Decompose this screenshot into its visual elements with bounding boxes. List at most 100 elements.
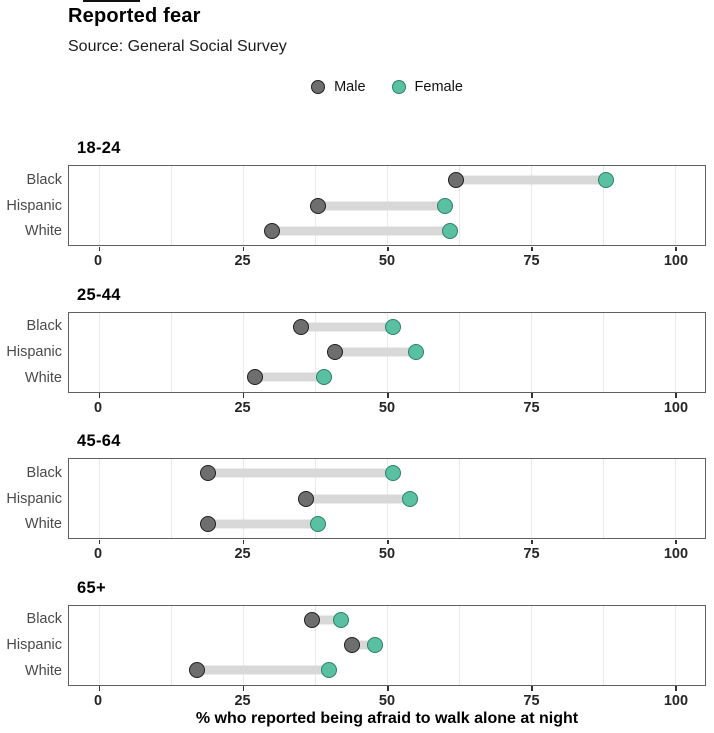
male-dot xyxy=(448,172,465,189)
male-dot xyxy=(246,369,263,386)
gridline xyxy=(675,312,677,392)
gridline xyxy=(459,166,460,245)
x-axis-tick xyxy=(98,246,101,251)
male-dot xyxy=(200,515,217,532)
gridline xyxy=(98,312,100,392)
x-tick-label-100: 100 xyxy=(663,546,689,562)
gridline xyxy=(242,459,244,538)
legend: Male Female xyxy=(68,76,706,98)
x-axis-tick-labels: 0 25 50 75 100 xyxy=(68,400,706,418)
male-dot xyxy=(263,222,280,239)
x-tick-label-50: 50 xyxy=(378,399,396,416)
x-axis-tick xyxy=(242,539,245,544)
facet-65+: 65+ Black Hispanic White 0 25 50 75 100 xyxy=(0,572,714,718)
facet-strip-label: 45-64 xyxy=(77,432,121,450)
x-tick-label-0: 0 xyxy=(94,399,103,416)
facet-strip-label: 65+ xyxy=(77,578,106,597)
dumbbell-connector xyxy=(208,519,318,529)
x-axis-tick xyxy=(242,393,245,398)
gridline xyxy=(459,459,460,538)
y-axis-label-Black: Black xyxy=(26,171,62,188)
y-axis-label-Hispanic: Hispanic xyxy=(6,490,62,507)
x-tick-label-75: 75 xyxy=(523,253,540,269)
gridline xyxy=(170,605,172,685)
gridline xyxy=(675,166,677,245)
y-axis-label-White: White xyxy=(24,516,62,533)
gridline xyxy=(459,312,460,392)
legend-item-female: Female xyxy=(391,79,463,95)
gridline xyxy=(531,459,533,538)
gridline xyxy=(242,605,244,685)
x-axis-tick xyxy=(98,393,101,398)
gridline xyxy=(314,605,316,685)
gridline xyxy=(603,605,605,685)
x-tick-label-25: 25 xyxy=(234,399,251,416)
x-axis-tick xyxy=(675,539,677,544)
gridline xyxy=(242,312,244,392)
x-axis-tick xyxy=(242,246,245,251)
female-dot xyxy=(332,611,349,628)
male-dot xyxy=(327,344,344,360)
y-axis-label-Black: Black xyxy=(26,464,62,481)
female-dot xyxy=(384,318,401,335)
dumbbell-connector xyxy=(300,322,393,332)
female-dot xyxy=(442,222,459,239)
female-dot xyxy=(407,344,424,360)
legend-label-male: Male xyxy=(334,79,366,95)
x-axis-tick xyxy=(98,686,101,691)
x-tick-label-75: 75 xyxy=(523,399,540,416)
male-legend-dot-icon xyxy=(311,80,326,94)
dumbbell-connector xyxy=(254,372,324,382)
dumbbell-connector xyxy=(312,615,341,625)
plot-panel xyxy=(68,458,706,544)
dumbbell-connector xyxy=(306,494,411,503)
x-axis-tick xyxy=(387,539,389,544)
gridline xyxy=(603,312,605,392)
gridline xyxy=(675,605,677,685)
x-axis-tick xyxy=(531,686,533,691)
x-axis-tick xyxy=(98,539,101,544)
male-dot xyxy=(304,611,321,628)
y-axis-label-Black: Black xyxy=(26,611,62,628)
x-tick-label-25: 25 xyxy=(234,253,251,269)
gridline xyxy=(170,312,172,392)
x-axis-tick xyxy=(531,539,533,544)
x-tick-label-0: 0 xyxy=(94,253,103,269)
x-axis-tick xyxy=(675,686,677,691)
gridline xyxy=(531,312,533,392)
gridline xyxy=(603,459,605,538)
y-axis-label-Black: Black xyxy=(26,318,62,335)
x-axis-title: % who reported being afraid to walk alon… xyxy=(195,710,579,727)
x-tick-label-100: 100 xyxy=(663,399,689,416)
dumbbell-connector xyxy=(208,468,393,478)
plot-panel xyxy=(68,604,706,691)
dumbbell-connector xyxy=(352,640,376,650)
x-tick-label-100: 100 xyxy=(663,253,689,269)
female-dot xyxy=(367,637,384,653)
gridline xyxy=(98,166,100,245)
y-axis-label-White: White xyxy=(24,369,62,386)
chart-subtitle: Source: General Social Survey xyxy=(68,38,287,55)
female-dot xyxy=(436,197,453,214)
x-axis-tick xyxy=(675,246,677,251)
female-legend-dot-icon xyxy=(391,80,406,94)
x-axis-tick-labels: 0 25 50 75 100 xyxy=(68,546,706,564)
screenshot-edge-artifact xyxy=(83,0,140,2)
y-axis-label-White: White xyxy=(24,662,62,679)
female-dot xyxy=(315,369,332,386)
gridline xyxy=(170,166,172,245)
facet-18-24: 18-24 Black Hispanic White 0 25 50 75 100 xyxy=(0,132,714,278)
facet-45-64: 45-64 Black Hispanic White 0 25 50 75 100 xyxy=(0,425,714,571)
x-axis-tick xyxy=(531,246,533,251)
male-dot xyxy=(298,490,315,507)
gridline xyxy=(387,605,388,685)
gridline xyxy=(603,166,605,245)
male-dot xyxy=(188,662,205,679)
plot-panel xyxy=(68,165,706,251)
x-tick-label-25: 25 xyxy=(234,692,251,709)
gridline xyxy=(242,166,244,245)
gridline xyxy=(98,605,100,685)
x-axis-tick xyxy=(387,246,389,251)
x-tick-label-50: 50 xyxy=(378,692,396,709)
dumbbell-connector xyxy=(335,347,416,357)
